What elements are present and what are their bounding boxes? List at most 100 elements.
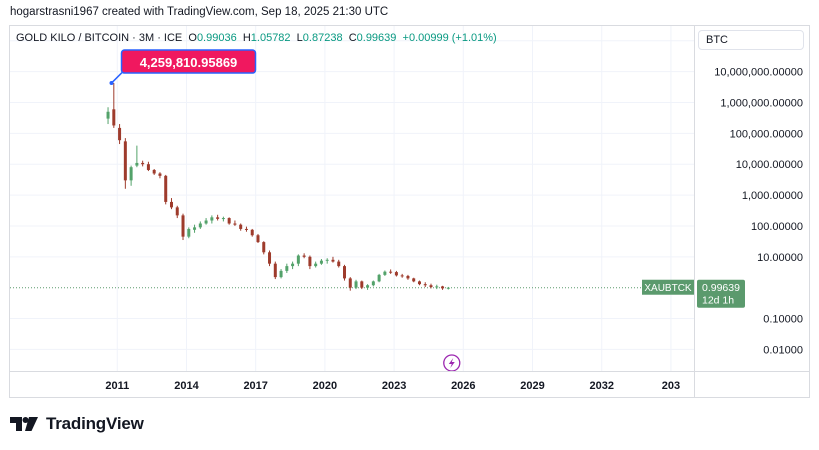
candle-body (325, 259, 329, 261)
chart-pane[interactable]: 100,000,000.0000010,000,000.000001,000,0… (9, 25, 810, 398)
candle-body (193, 227, 197, 230)
high-value: 1.05782 (250, 32, 291, 44)
time-axis-divider (10, 371, 809, 372)
price-tick-label: 1,000,000.00000 (720, 97, 803, 109)
candles (106, 83, 450, 291)
candle-body (377, 274, 381, 282)
candle-body (244, 228, 248, 230)
candle-body (198, 223, 202, 228)
candle-body (106, 111, 110, 119)
candle-body (371, 281, 375, 286)
time-tick-label: 2017 (243, 380, 267, 392)
candle-body (262, 242, 266, 253)
candle-body (285, 266, 289, 271)
candle-body (446, 287, 450, 289)
candle-body (441, 286, 445, 289)
candle-body (216, 217, 220, 219)
symbol-legend: GOLD KILO / BITCOIN · 3M · ICE O0.99036 … (16, 32, 497, 44)
candle-body (227, 218, 231, 224)
candle-body (360, 281, 364, 288)
time-tick-label: 2032 (589, 380, 613, 392)
candle-body (146, 164, 150, 170)
candle-body (123, 141, 127, 181)
price-tick-label: 0.01000 (763, 344, 803, 356)
candle-body (210, 217, 214, 221)
brand-name: TradingView (46, 414, 144, 433)
ticker-tag-bg (642, 279, 694, 295)
candle-body (273, 263, 277, 278)
candle-body (429, 285, 433, 288)
price-tick-label: 100.00000 (751, 221, 803, 233)
time-tick-label: 2029 (520, 380, 544, 392)
price-tick-label: 10,000.00000 (736, 159, 803, 171)
symbol-title: GOLD KILO / BITCOIN · 3M · ICE (16, 32, 183, 44)
candle-body (389, 271, 393, 273)
candle-body (256, 235, 260, 243)
candle-body (112, 109, 116, 126)
price-tick-label: 1,000.00000 (742, 190, 803, 202)
candle-body (331, 259, 335, 262)
candle-body (354, 281, 358, 288)
candle-body (279, 270, 283, 278)
candle-body (158, 173, 162, 176)
currency-button[interactable]: BTC (698, 30, 804, 50)
candle-body (308, 256, 312, 267)
grid-lines (10, 26, 694, 371)
candle-body (319, 260, 323, 264)
price-tag-value: 0.99639 (702, 282, 740, 294)
time-tick-label: 203 (662, 380, 680, 392)
open-value: 0.99036 (196, 32, 237, 44)
candle-body (412, 278, 416, 282)
candle-body (343, 266, 347, 279)
chart-credit: hogarstrasni1967 created with TradingVie… (10, 6, 389, 18)
candle-body (394, 272, 398, 276)
candle-body (348, 278, 352, 288)
callout-anchor-dot (109, 81, 114, 86)
ticker-tag-label: XAUBTCK (644, 283, 692, 294)
candle-body (366, 285, 370, 288)
candle-body (400, 275, 404, 277)
high-label: H (242, 32, 251, 44)
tradingview-logo[interactable]: TradingView (10, 414, 144, 434)
low-label: L (296, 32, 303, 44)
candle-body (296, 255, 300, 264)
candle-body (135, 162, 139, 166)
candle-body (417, 281, 421, 285)
candle-body (250, 229, 254, 236)
price-tick-label: 0.10000 (763, 314, 803, 326)
callout-box (120, 49, 257, 74)
candle-body (187, 228, 191, 237)
candle-body (268, 252, 272, 264)
time-tick-label: 2011 (105, 380, 129, 392)
candle-body (302, 255, 306, 257)
time-tick-label: 2023 (382, 380, 406, 392)
callout-value: 4,259,810.95869 (140, 55, 238, 70)
change-value: +0.00999 (+1.01%) (402, 32, 497, 44)
candle-body (129, 167, 133, 181)
price-axis-labels: 100,000,000.0000010,000,000.000001,000,0… (708, 36, 803, 357)
candle-body (239, 224, 243, 229)
price-axis-divider (694, 26, 695, 397)
candle-body (169, 201, 173, 208)
candle-body (406, 275, 410, 279)
low-value: 0.87238 (302, 32, 343, 44)
tradingview-logo-icon (10, 417, 38, 431)
close-label: C (348, 32, 357, 44)
open-label: O (188, 32, 197, 44)
time-tick-label: 2026 (451, 380, 475, 392)
candle-body (152, 169, 156, 174)
price-tick-label: 100,000.00000 (730, 128, 803, 140)
lightning-icon (448, 358, 455, 368)
candle-body (291, 263, 295, 267)
time-tick-label: 2014 (174, 380, 199, 392)
candle-body (337, 261, 341, 267)
candle-body (181, 215, 185, 237)
close-value: 0.99639 (356, 32, 397, 44)
chart-canvas[interactable]: 100,000,000.0000010,000,000.000001,000,0… (10, 26, 809, 397)
candle-body (314, 263, 318, 267)
price-tick-label: 10.00000 (757, 252, 803, 264)
event-marker (443, 354, 461, 372)
candle-body (118, 127, 122, 141)
candle-body (141, 162, 145, 165)
